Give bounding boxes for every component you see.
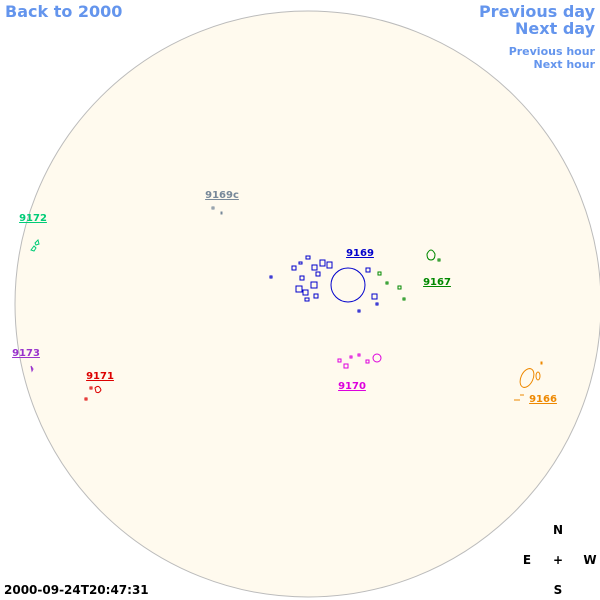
previous-day-link[interactable]: Previous day [478,2,595,21]
timestamp: 2000-09-24T20:47:31 [4,583,149,597]
region-label[interactable]: 9166 [529,394,557,405]
spots [30,239,40,252]
region-label[interactable]: 9173 [12,348,40,359]
spots [84,385,102,401]
region-label[interactable]: 9172 [19,213,47,224]
spots [269,255,379,313]
spots [337,353,382,369]
compass-south: S [554,583,563,597]
region-label[interactable]: 9169 [346,248,374,259]
compass-west: W [583,553,596,567]
previous-hour-link[interactable]: Previous hour [508,45,595,58]
spots [377,249,441,301]
compass-center: + [553,553,563,567]
spots [30,365,34,373]
region-label[interactable]: 9170 [338,381,366,392]
region-label[interactable]: 9171 [86,371,114,382]
compass-north: N [553,523,563,537]
spots [211,206,223,215]
next-day-link[interactable]: Next day [515,19,595,38]
region-label[interactable]: 9167 [423,277,451,288]
solar-disk [14,10,600,598]
back-link[interactable]: Back to 2000 [5,2,123,21]
spots [514,361,543,401]
compass-east: E [523,553,531,567]
region-label[interactable]: 9169c [205,190,239,201]
next-hour-link[interactable]: Next hour [533,58,596,71]
